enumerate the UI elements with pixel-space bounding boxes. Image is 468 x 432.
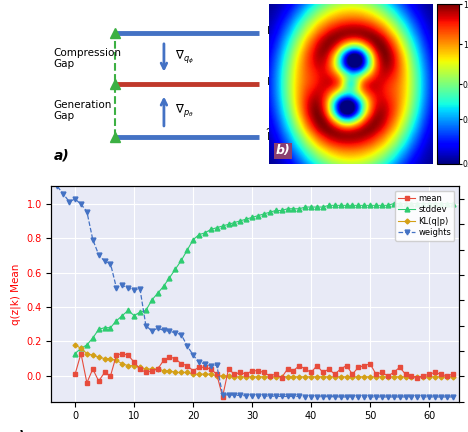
Text: $\nabla_{p_\theta}$: $\nabla_{p_\theta}$ xyxy=(175,102,193,119)
mean xyxy=(243,372,249,377)
weights xyxy=(338,394,344,400)
mean xyxy=(279,375,285,380)
stddev xyxy=(391,201,396,206)
Y-axis label: q(z|k) Mean: q(z|k) Mean xyxy=(10,264,21,325)
mean xyxy=(72,372,78,377)
mean xyxy=(78,351,84,356)
stddev xyxy=(72,351,78,356)
KL(q|p) xyxy=(161,368,167,373)
Text: $\mathrm{I}_q^*(\mathbf{X}, \mathbf{Z})$: $\mathrm{I}_q^*(\mathbf{X}, \mathbf{Z})$ xyxy=(266,73,308,95)
mean xyxy=(220,394,226,399)
Text: a): a) xyxy=(54,148,69,162)
mean xyxy=(190,368,196,373)
Line: KL(q|p): KL(q|p) xyxy=(73,343,454,378)
Text: $\mathrm{I}_q(\mathbf{X}, \mathbf{Z})$: $\mathrm{I}_q(\mathbf{X}, \mathbf{Z})$ xyxy=(266,25,307,41)
Line: stddev: stddev xyxy=(73,201,455,356)
mean xyxy=(438,372,444,377)
KL(q|p) xyxy=(450,374,455,379)
stddev xyxy=(232,220,237,225)
weights xyxy=(279,394,285,399)
weights xyxy=(285,394,290,399)
stddev xyxy=(450,201,455,206)
weights xyxy=(220,392,226,397)
Legend: mean, stddev, KL(q|p), weights: mean, stddev, KL(q|p), weights xyxy=(395,191,454,241)
Text: Compression
Gap: Compression Gap xyxy=(54,48,122,70)
Text: Generation
Gap: Generation Gap xyxy=(54,100,112,121)
stddev xyxy=(403,201,409,206)
KL(q|p) xyxy=(232,374,237,379)
KL(q|p) xyxy=(184,370,190,375)
Line: weights: weights xyxy=(55,184,455,399)
stddev xyxy=(184,248,190,253)
Text: $\hat{\mathrm{I}}_q(\mathbf{X}, \mathbf{Z})$: $\hat{\mathrm{I}}_q(\mathbf{X}, \mathbf{… xyxy=(266,126,307,147)
KL(q|p) xyxy=(237,374,243,379)
mean xyxy=(409,373,414,378)
weights xyxy=(450,394,455,400)
stddev xyxy=(438,201,444,206)
Text: c): c) xyxy=(11,430,25,432)
weights xyxy=(143,323,149,328)
mean xyxy=(167,354,172,359)
Text: $\nabla_{q_\phi}$: $\nabla_{q_\phi}$ xyxy=(175,48,193,66)
weights xyxy=(415,394,420,400)
weights xyxy=(55,184,60,189)
KL(q|p) xyxy=(72,342,78,347)
stddev xyxy=(267,210,273,215)
mean xyxy=(450,372,455,377)
weights xyxy=(149,328,154,334)
Line: mean: mean xyxy=(73,351,455,399)
stddev xyxy=(161,284,167,289)
KL(q|p) xyxy=(273,374,278,379)
Text: b): b) xyxy=(276,144,290,158)
KL(q|p) xyxy=(403,374,409,379)
KL(q|p) xyxy=(438,374,444,379)
